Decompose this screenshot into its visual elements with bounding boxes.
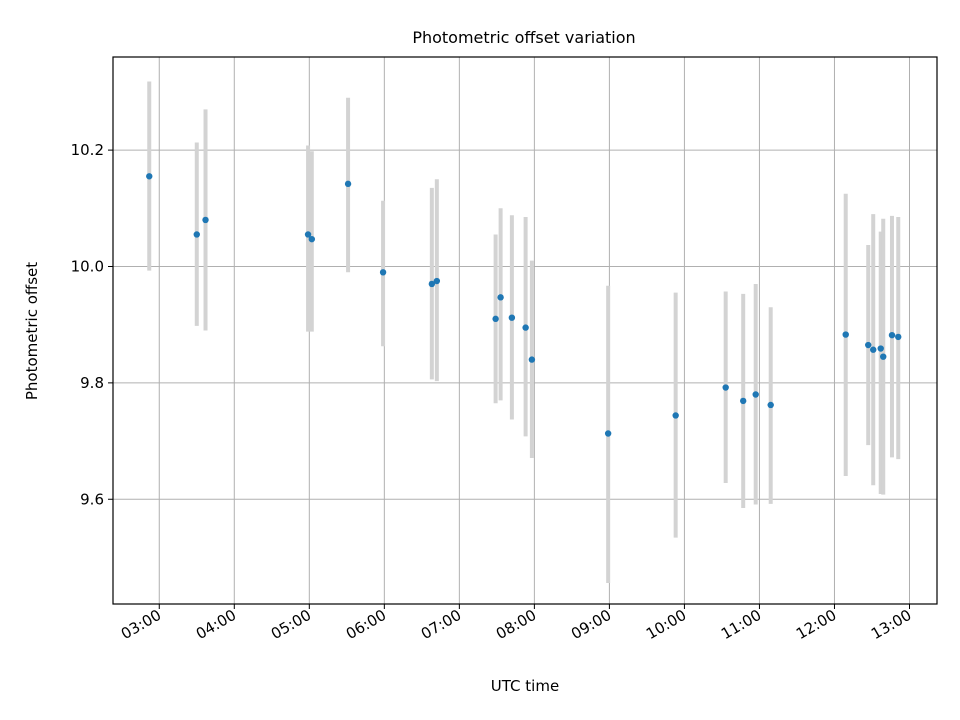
y-tick-label: 10.2 [71,141,104,159]
data-point [492,315,499,323]
data-point [865,341,872,349]
x-tick-label: 03:00 [118,606,164,643]
x-tick-label: 05:00 [268,606,314,643]
data-point [193,231,200,238]
data-point [888,331,896,339]
x-tick-label: 07:00 [418,606,464,643]
data-point [308,235,316,243]
data-point [379,269,387,276]
data-point [344,180,352,188]
data-point [672,412,679,419]
data-point [202,216,209,224]
data-point [752,391,759,398]
error-bars [147,81,901,584]
data-point [428,280,436,288]
x-tick-label: 10:00 [643,606,689,643]
data-points [146,173,902,437]
x-tick-label: 12:00 [793,606,839,643]
x-tick-label: 13:00 [868,606,914,643]
x-tick-label: 04:00 [193,606,239,643]
data-point [528,356,536,363]
x-tick-label: 06:00 [343,606,389,643]
data-point [433,277,441,285]
data-point [842,331,849,338]
x-tick-label: 09:00 [568,606,614,643]
data-point [508,314,516,321]
plot-area-frame [112,56,938,605]
y-tick-label: 9.8 [80,374,104,392]
data-point [722,384,729,391]
data-point [146,173,153,180]
data-point [767,401,774,409]
chart-title: Photometric offset variation [412,28,635,47]
y-tick-label: 10.0 [71,257,104,275]
y-tick-label: 9.6 [80,490,104,508]
data-point [497,294,504,301]
data-point [604,430,612,437]
y-axis-label: Photometric offset [23,262,41,400]
x-tick-label: 11:00 [718,606,764,643]
data-point [739,397,747,405]
data-point [870,346,877,353]
data-point [880,353,887,360]
x-tick-label: 08:00 [493,606,539,643]
data-point [304,231,312,238]
x-axis-label: UTC time [491,677,559,695]
data-point [522,324,529,331]
data-point [877,345,884,352]
data-point [895,333,902,341]
